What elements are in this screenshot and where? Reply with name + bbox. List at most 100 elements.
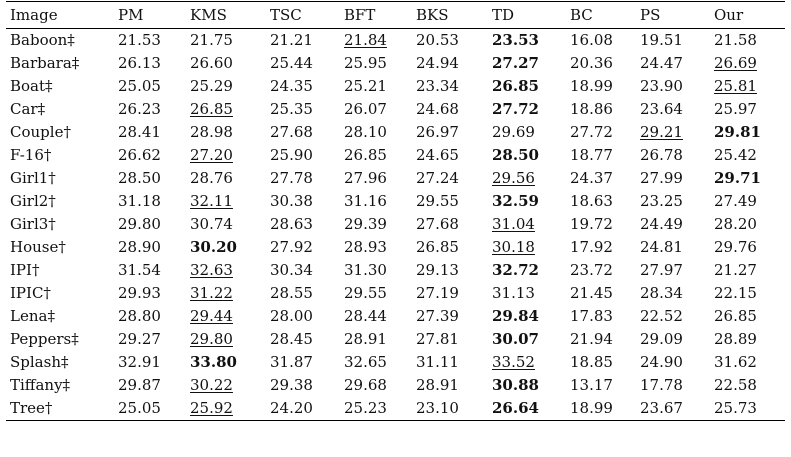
psnr-value-cell: 31.13 [492,282,570,305]
psnr-value-cell: 24.81 [640,236,714,259]
psnr-value: 30.34 [270,261,313,279]
image-name-cell: Baboon‡ [10,31,75,49]
psnr-value-cell: 28.98 [190,121,270,144]
psnr-value-cell: 25.29 [190,75,270,98]
psnr-value: 30.88 [492,376,539,394]
psnr-value-cell: 29.93 [118,282,190,305]
psnr-value-cell: 29.87 [118,374,190,397]
psnr-value-cell: 23.72 [570,259,640,282]
psnr-value-cell: 28.00 [270,305,344,328]
psnr-value: 31.18 [118,192,161,210]
table-row: Couple† 28.41 28.98 27.68 28.10 26.97 29.69 27.… [6,121,785,144]
psnr-value-cell: 18.85 [570,351,640,374]
psnr-value: 28.41 [118,123,161,141]
psnr-value-cell: 27.99 [640,167,714,190]
psnr-value-cell: 31.16 [344,190,416,213]
psnr-value: 18.86 [570,100,613,118]
table-row: Peppers‡ 29.27 29.80 28.45 28.91 27.81 30.07 21… [6,328,785,351]
psnr-value: 32.65 [344,353,387,371]
psnr-value: 21.45 [570,284,613,302]
psnr-value-cell: 28.80 [118,305,190,328]
psnr-value-cell: 33.80 [190,351,270,374]
psnr-value-cell: 24.35 [270,75,344,98]
psnr-value-cell: 25.21 [344,75,416,98]
image-name-cell: Girl3† [10,215,56,233]
psnr-value: 28.50 [492,146,539,164]
psnr-value-cell: 29.76 [714,236,785,259]
psnr-value-cell: 25.97 [714,98,785,121]
psnr-value: 28.98 [190,123,233,141]
psnr-value-cell: 32.11 [190,190,270,213]
psnr-value: 13.17 [570,376,613,394]
psnr-value-cell: 25.73 [714,397,785,420]
psnr-results-body: Baboon‡ 21.53 21.75 21.21 21.84 20.53 23.53 16.… [6,29,785,420]
psnr-value-cell: 30.34 [270,259,344,282]
psnr-value-cell: 31.18 [118,190,190,213]
psnr-value-cell: 24.37 [570,167,640,190]
psnr-value: 26.69 [714,54,757,72]
psnr-value: 29.38 [270,376,313,394]
psnr-value: 22.15 [714,284,757,302]
psnr-value: 32.63 [190,261,233,279]
psnr-value-cell: 17.78 [640,374,714,397]
top-rule [6,1,785,2]
psnr-value: 26.78 [640,146,683,164]
psnr-value-cell: 28.20 [714,213,785,236]
psnr-value: 27.96 [344,169,387,187]
psnr-value: 31.04 [492,215,535,233]
psnr-value-cell: 26.85 [344,144,416,167]
psnr-value: 31.22 [190,284,233,302]
psnr-value: 26.85 [416,238,459,256]
psnr-value: 25.92 [190,399,233,417]
psnr-value: 24.65 [416,146,459,164]
column-header: BKS [416,6,449,24]
psnr-value-cell: 25.23 [344,397,416,420]
psnr-value: 24.35 [270,77,313,95]
psnr-value-cell: 23.67 [640,397,714,420]
image-name-cell: Lena‡ [10,307,55,325]
psnr-value-cell: 27.20 [190,144,270,167]
image-name-cell: Tiffany‡ [10,376,71,394]
psnr-value-cell: 28.55 [270,282,344,305]
psnr-value: 26.60 [190,54,233,72]
psnr-value-cell: 27.39 [416,305,492,328]
psnr-value: 29.80 [118,215,161,233]
table-row: Splash‡ 32.91 33.80 31.87 32.65 31.11 33.52 18.… [6,351,785,374]
psnr-value: 26.85 [714,307,757,325]
image-name-cell: IPI† [10,261,40,279]
psnr-value: 25.95 [344,54,387,72]
psnr-value-cell: 18.99 [570,397,640,420]
psnr-value: 30.18 [492,238,535,256]
psnr-value: 27.78 [270,169,313,187]
psnr-value-cell: 19.51 [640,29,714,52]
column-header: PM [118,6,144,24]
psnr-value-cell: 30.88 [492,374,570,397]
header-rule [6,28,785,29]
table-row: Car‡ 26.23 26.85 25.35 26.07 24.68 27.72 18.86 2… [6,98,785,121]
psnr-value: 25.90 [270,146,313,164]
psnr-value-cell: 29.55 [344,282,416,305]
psnr-value-cell: 27.92 [270,236,344,259]
psnr-value-cell: 21.58 [714,29,785,52]
psnr-value: 24.47 [640,54,683,72]
psnr-value: 29.55 [416,192,459,210]
psnr-value-cell: 25.92 [190,397,270,420]
psnr-value-cell: 28.89 [714,328,785,351]
psnr-value: 29.27 [118,330,161,348]
psnr-value: 29.68 [344,376,387,394]
table-row: Girl3† 29.80 30.74 28.63 29.39 27.68 31.04 19.7… [6,213,785,236]
psnr-value-cell: 28.50 [492,144,570,167]
column-header: TSC [270,6,302,24]
image-name-cell: Car‡ [10,100,46,118]
image-name-cell: House† [10,238,66,256]
psnr-value-cell: 27.72 [492,98,570,121]
psnr-value-cell: 28.91 [416,374,492,397]
header-row: Image PM KMS TSC BFT BKS TD BC PS Our [6,2,785,28]
image-name-cell: F-16† [10,146,52,164]
psnr-value-cell: 27.68 [416,213,492,236]
psnr-value-cell: 17.83 [570,305,640,328]
psnr-value-cell: 27.81 [416,328,492,351]
column-header: TD [492,6,515,24]
psnr-value: 18.63 [570,192,613,210]
psnr-value: 29.13 [416,261,459,279]
